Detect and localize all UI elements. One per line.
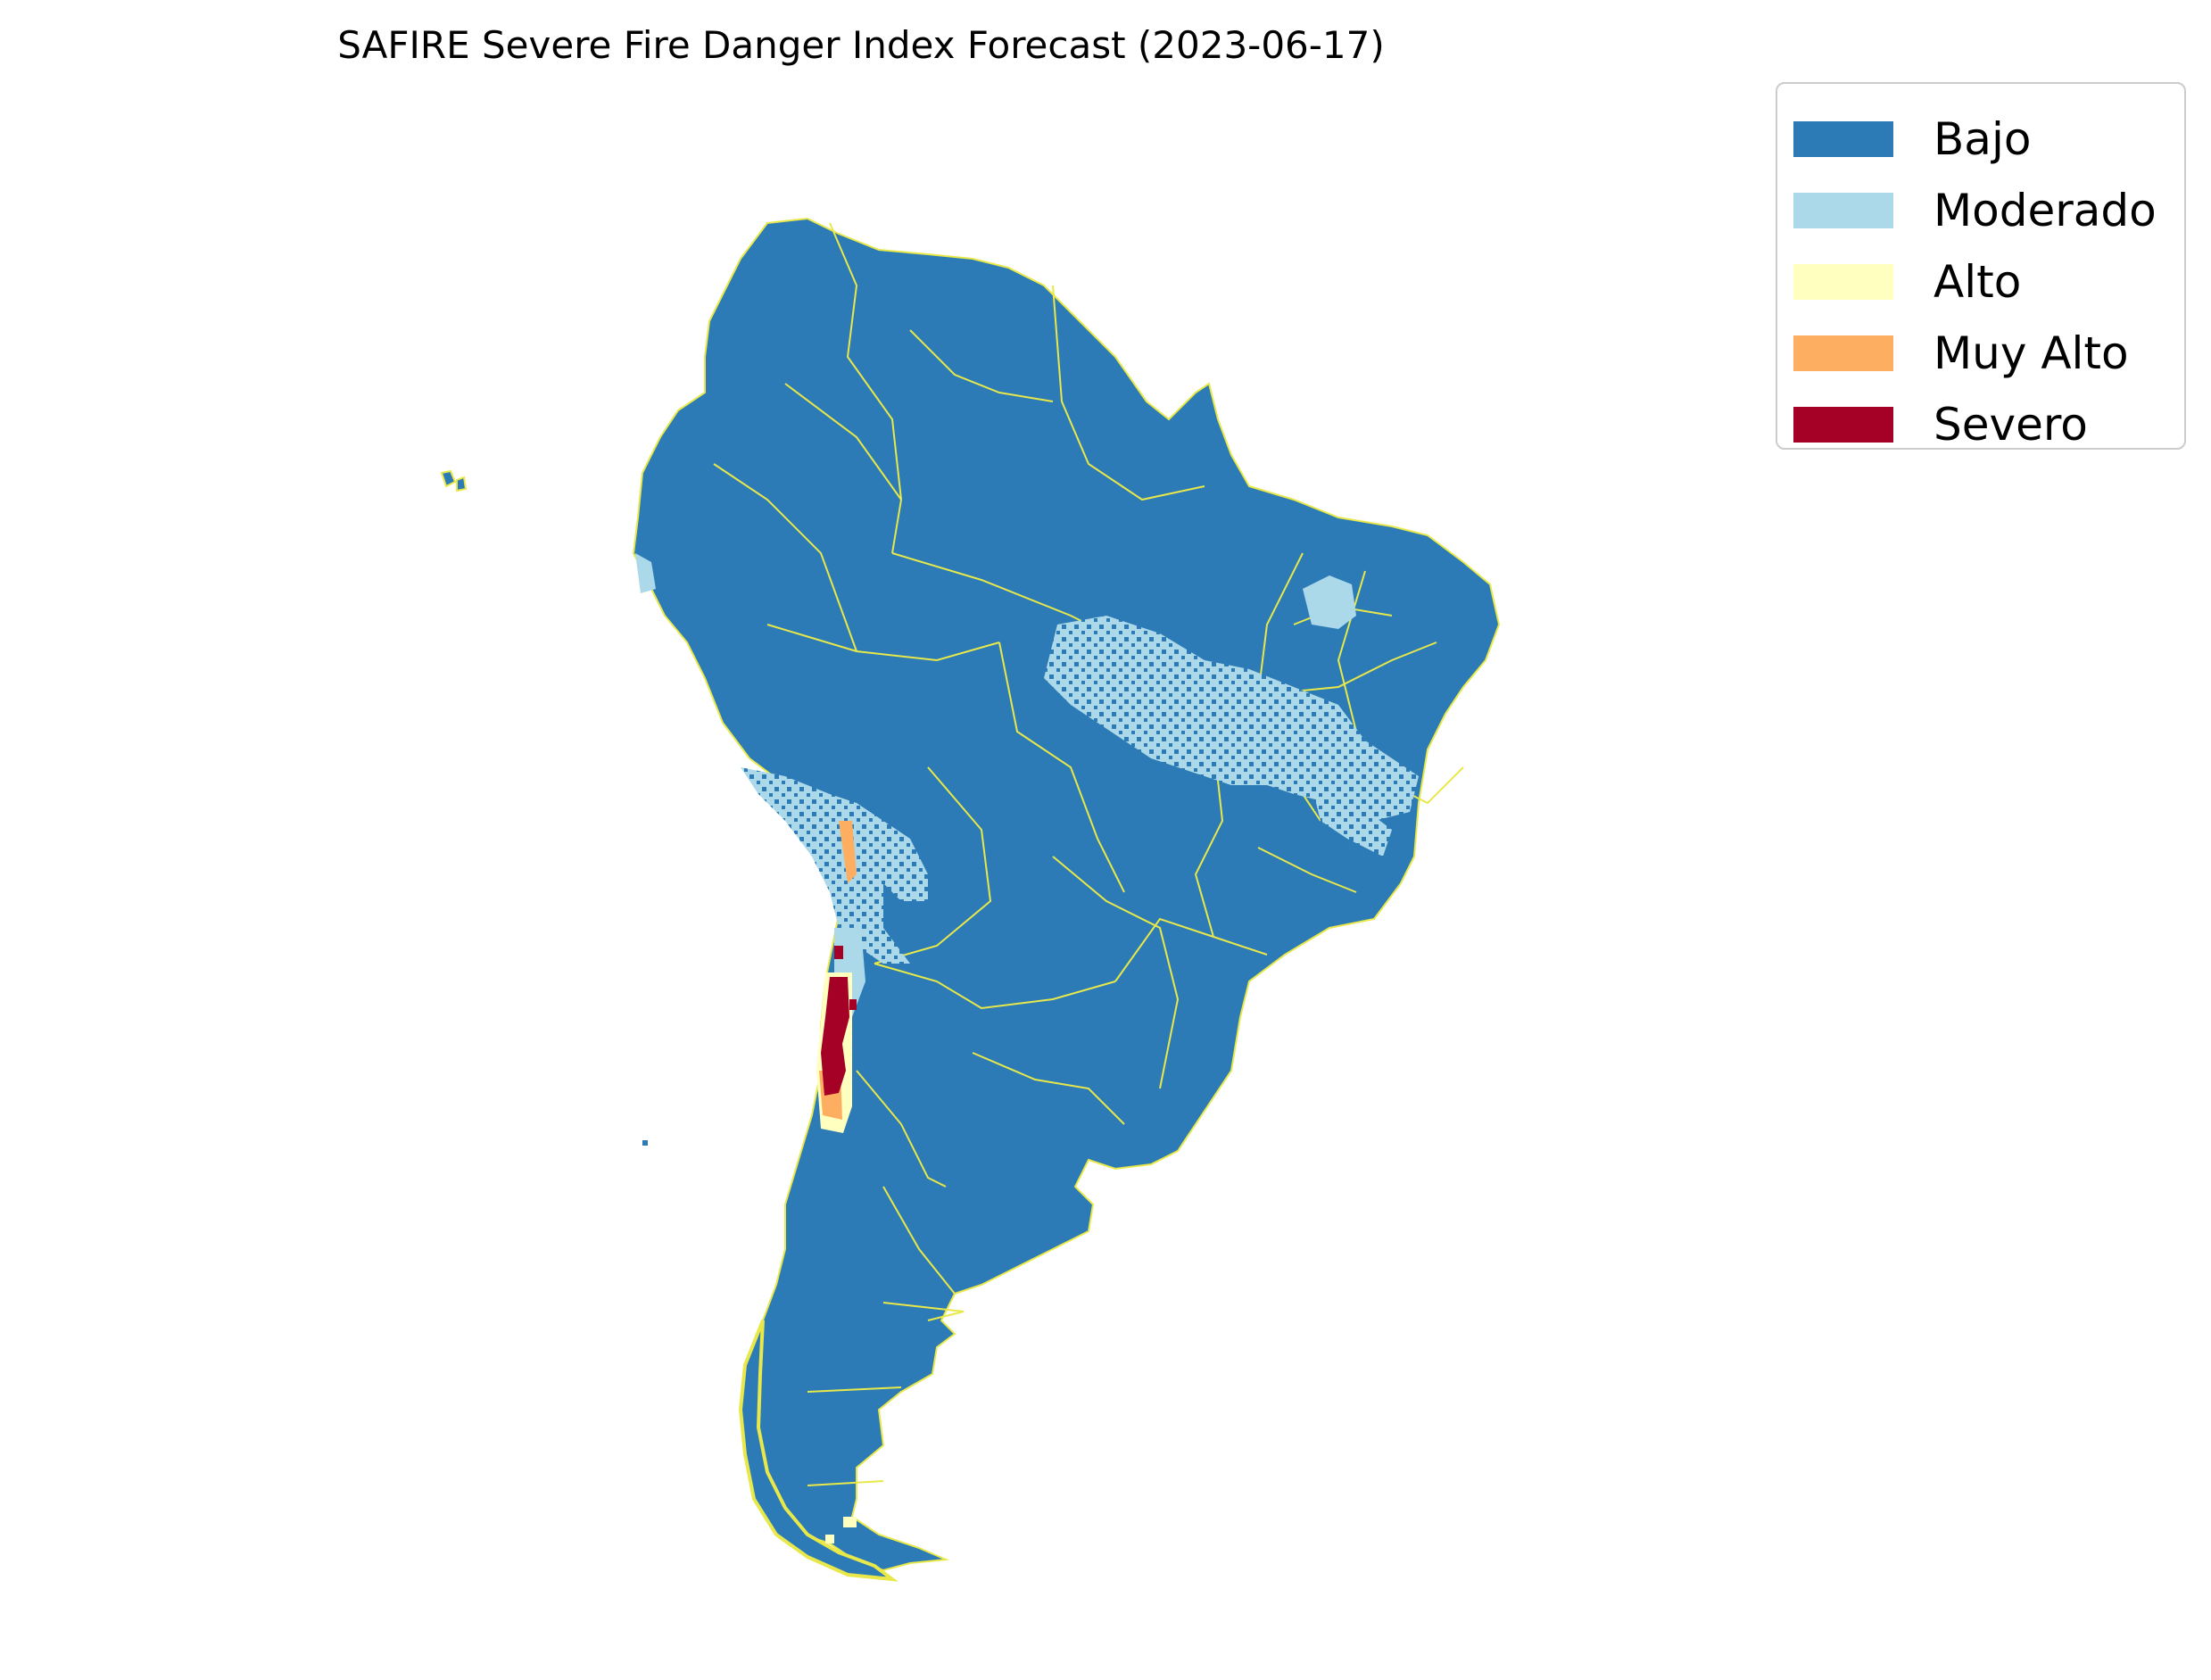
legend-label: Muy Alto bbox=[1934, 327, 2129, 379]
legend-swatch bbox=[1793, 121, 1893, 157]
tierra-del-fuego-specks bbox=[825, 1517, 857, 1543]
legend-swatch bbox=[1793, 264, 1893, 300]
legend-item-alto: Alto bbox=[1777, 244, 2184, 316]
muy-alto-chile-strip bbox=[819, 821, 857, 1120]
legend-label: Bajo bbox=[1934, 113, 2032, 165]
moderado-ecuador-coast bbox=[635, 553, 656, 593]
legend-item-bajo: Bajo bbox=[1777, 102, 2184, 173]
moderado-northeast-patch bbox=[1303, 575, 1356, 629]
legend: Bajo Moderado Alto Muy Alto Severo bbox=[1776, 82, 2186, 451]
legend-label: Moderado bbox=[1934, 185, 2157, 236]
legend-item-moderado: Moderado bbox=[1777, 173, 2184, 244]
moderado-brazil-region bbox=[1044, 616, 1419, 821]
patagonia-fjords bbox=[738, 1320, 898, 1582]
south-america-fire-danger-map bbox=[440, 217, 1501, 1582]
legend-label: Severo bbox=[1934, 399, 2088, 451]
legend-item-severo: Severo bbox=[1777, 387, 2184, 459]
map-title: SAFIRE Severe Fire Danger Index Forecast… bbox=[337, 23, 1385, 67]
juan-fernandez-island bbox=[642, 1140, 648, 1146]
galapagos-islands bbox=[440, 469, 468, 492]
legend-label: Alto bbox=[1934, 256, 2022, 308]
legend-item-muy-alto: Muy Alto bbox=[1777, 316, 2184, 387]
moderado-southeast-patch bbox=[1312, 785, 1392, 857]
legend-swatch bbox=[1793, 407, 1893, 443]
continent-landmass bbox=[632, 217, 1501, 1572]
severo-chile-strip bbox=[821, 977, 849, 1096]
severo-speckle bbox=[834, 946, 857, 1010]
legend-swatch bbox=[1793, 193, 1893, 228]
moderado-andes-region bbox=[741, 767, 928, 964]
legend-swatch bbox=[1793, 335, 1893, 371]
